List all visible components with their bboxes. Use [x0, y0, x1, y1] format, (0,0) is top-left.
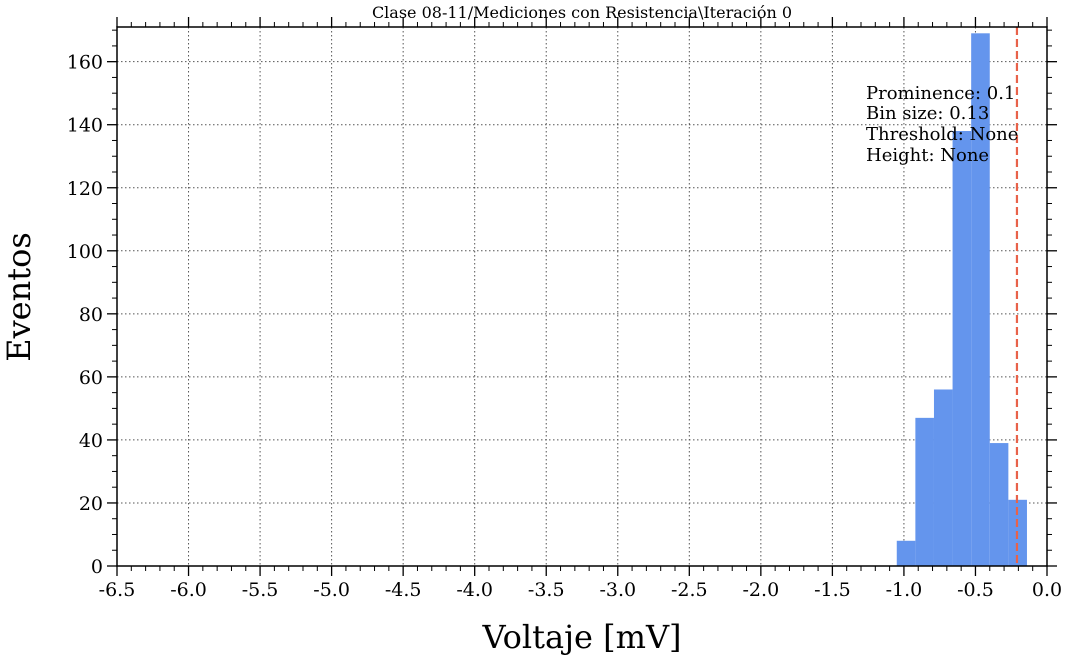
x-tick-label: -3.0	[599, 579, 636, 601]
x-tick-label: 0.0	[1032, 579, 1062, 601]
histogram-bar	[933, 389, 953, 566]
histogram-bar	[896, 540, 916, 566]
annotation-prominence: Prominence: 0.1	[866, 83, 1015, 104]
histogram-bar	[952, 131, 972, 566]
x-tick-label: -3.5	[528, 579, 565, 601]
histogram-bar	[989, 443, 1009, 566]
y-tick-label: 140	[67, 115, 103, 137]
y-tick-label: 80	[79, 304, 103, 326]
histogram-bar	[915, 417, 934, 566]
y-tick-label: 100	[67, 241, 103, 263]
x-tick-label: -4.0	[456, 579, 493, 601]
x-axis-title: Voltaje [mV]	[481, 618, 681, 656]
ticks: -6.5 -6.0 -5.5 -5.0 -4.5 -4.0 -3.5 -3.0 -2.5 -2.0…	[67, 17, 1062, 601]
x-tick-label: -1.0	[886, 579, 923, 601]
histogram-bar	[971, 33, 990, 567]
annotation-bin-size: Bin size: 0.13	[866, 103, 989, 124]
y-tick-label: 0	[91, 556, 103, 578]
x-tick-label: -4.5	[385, 579, 422, 601]
chart-title: Clase 08-11/Mediciones con Resistencia\I…	[372, 3, 792, 22]
y-tick-label: 60	[79, 367, 103, 389]
annotation-height: Height: None	[866, 145, 989, 166]
bars	[896, 33, 1027, 567]
x-tick-label: -2.0	[743, 579, 780, 601]
y-tick-label: 40	[79, 430, 103, 452]
x-tick-label: -0.5	[957, 579, 994, 601]
y-tick-label: 120	[67, 178, 103, 200]
y-tick-label: 160	[67, 52, 103, 74]
x-tick-label: -1.5	[814, 579, 851, 601]
annotation-threshold: Threshold: None	[866, 124, 1018, 145]
y-tick-label: 20	[79, 493, 103, 515]
grid	[116, 27, 1048, 567]
x-tick-label: -6.0	[170, 579, 207, 601]
x-tick-label: -6.5	[99, 579, 136, 601]
x-tick-label: -5.5	[242, 579, 279, 601]
plot-frame	[116, 26, 1048, 567]
x-tick-label: -5.0	[313, 579, 350, 601]
annotation-box: Prominence: 0.1 Bin size: 0.13 Threshold…	[866, 83, 1018, 166]
y-axis-title: Eventos	[0, 232, 38, 362]
x-tick-label: -2.5	[671, 579, 708, 601]
